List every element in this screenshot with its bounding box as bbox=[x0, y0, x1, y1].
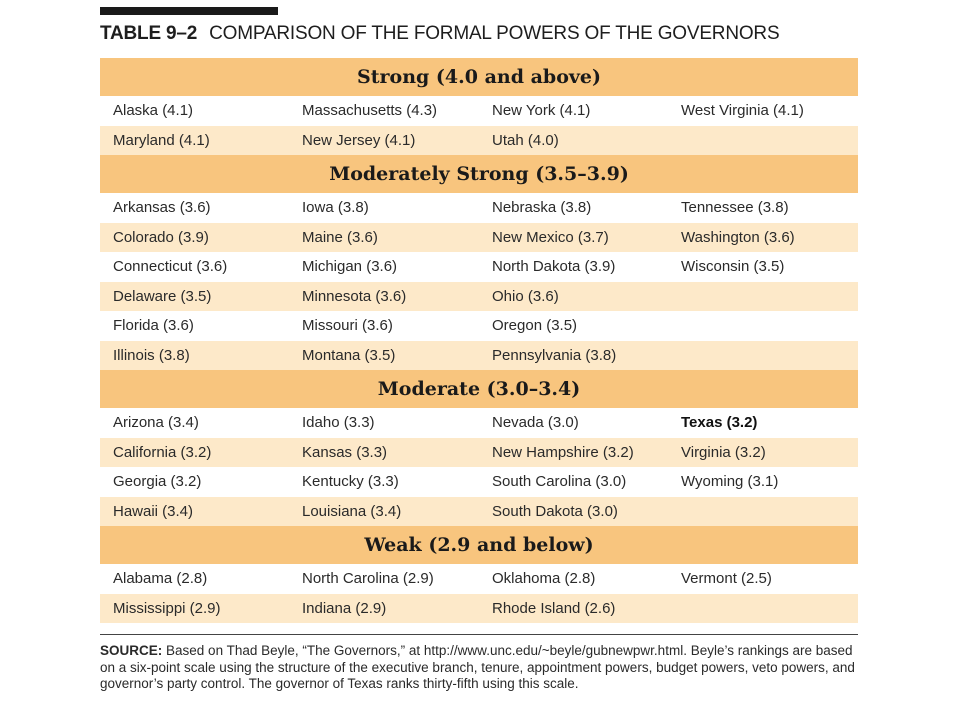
state-cell: Louisiana (3.4) bbox=[302, 502, 402, 520]
state-cell: Arkansas (3.6) bbox=[113, 199, 211, 217]
state-cell: Mississippi (2.9) bbox=[113, 599, 221, 617]
table-row: Delaware (3.5) Minnesota (3.6) Ohio (3.6) bbox=[100, 281, 858, 311]
state-cell: Minnesota (3.6) bbox=[302, 287, 407, 305]
state-cell: Nevada (3.0) bbox=[492, 414, 579, 432]
table-row: Arizona (3.4) Idaho (3.3) Nevada (3.0) Texa… bbox=[100, 408, 858, 438]
state-cell: Montana (3.5) bbox=[302, 346, 396, 364]
state-cell: Rhode Island (2.6) bbox=[492, 599, 616, 617]
table-row: Hawaii (3.4) Louisiana (3.4) South Dakota … bbox=[100, 496, 858, 526]
state-cell: New York (4.1) bbox=[492, 102, 591, 120]
table-row: Arkansas (3.6) Iowa (3.8) Nebraska (3.8) Te… bbox=[100, 193, 858, 223]
state-cell: Georgia (3.2) bbox=[113, 473, 202, 491]
section-header: Strong (4.0 and above) bbox=[100, 58, 858, 96]
state-cell: Texas (3.2) bbox=[681, 414, 758, 432]
state-cell: Washington (3.6) bbox=[681, 228, 795, 246]
table-row: Maryland (4.1) New Jersey (4.1) Utah (4.0) bbox=[100, 125, 858, 155]
table-row: Alabama (2.8) North Carolina (2.9) Oklahom… bbox=[100, 564, 858, 594]
state-cell: Maine (3.6) bbox=[302, 228, 378, 246]
state-cell: Nebraska (3.8) bbox=[492, 199, 592, 217]
table-title: TABLE 9–2 COMPARISON OF THE FORMAL POWERS… bbox=[100, 20, 780, 48]
state-cell: Oregon (3.5) bbox=[492, 317, 578, 335]
table-number: TABLE 9–2 bbox=[100, 23, 198, 44]
state-cell: Connecticut (3.6) bbox=[113, 258, 228, 276]
title-accent-bar bbox=[100, 7, 278, 15]
source-text: Based on Thad Beyle, “The Governors,” at… bbox=[100, 643, 855, 691]
state-cell: Michigan (3.6) bbox=[302, 258, 398, 276]
state-cell: North Carolina (2.9) bbox=[302, 570, 434, 588]
state-cell: Massachusetts (4.3) bbox=[302, 102, 438, 120]
state-cell: South Carolina (3.0) bbox=[492, 473, 627, 491]
state-cell: Florida (3.6) bbox=[113, 317, 194, 335]
section-header: Weak (2.9 and below) bbox=[100, 526, 858, 564]
source-divider bbox=[100, 634, 858, 635]
state-cell: Kentucky (3.3) bbox=[302, 473, 399, 491]
state-cell: Hawaii (3.4) bbox=[113, 502, 194, 520]
state-cell: Delaware (3.5) bbox=[113, 287, 212, 305]
table-row: Alaska (4.1) Massachusetts (4.3) New York … bbox=[100, 96, 858, 126]
table-row: Colorado (3.9) Maine (3.6) New Mexico (3.7… bbox=[100, 222, 858, 252]
state-cell: Kansas (3.3) bbox=[302, 443, 388, 461]
state-cell: Pennsylvania (3.8) bbox=[492, 346, 617, 364]
table-caption: COMPARISON OF THE FORMAL POWERS OF THE G… bbox=[209, 23, 780, 44]
state-cell: South Dakota (3.0) bbox=[492, 502, 618, 520]
table-row: California (3.2) Kansas (3.3) New Hampshir… bbox=[100, 437, 858, 467]
state-cell: Arizona (3.4) bbox=[113, 414, 199, 432]
section-header: Moderately Strong (3.5–3.9) bbox=[100, 155, 858, 193]
table-row: Connecticut (3.6) Michigan (3.6) North Dak… bbox=[100, 252, 858, 282]
state-cell: Alabama (2.8) bbox=[113, 570, 208, 588]
source-label: SOURCE: bbox=[100, 643, 163, 658]
state-cell: Alaska (4.1) bbox=[113, 102, 194, 120]
state-cell: Tennessee (3.8) bbox=[681, 199, 789, 217]
state-cell: Maryland (4.1) bbox=[113, 131, 210, 149]
state-cell: California (3.2) bbox=[113, 443, 212, 461]
table-row: Mississippi (2.9) Indiana (2.9) Rhode Isla… bbox=[100, 593, 858, 623]
state-cell: Wyoming (3.1) bbox=[681, 473, 779, 491]
state-cell: West Virginia (4.1) bbox=[681, 102, 804, 120]
state-cell: Virginia (3.2) bbox=[681, 443, 766, 461]
state-cell: Oklahoma (2.8) bbox=[492, 570, 596, 588]
state-cell: Colorado (3.9) bbox=[113, 228, 209, 246]
state-cell: Indiana (2.9) bbox=[302, 599, 387, 617]
state-cell: Illinois (3.8) bbox=[113, 346, 190, 364]
state-cell: New Hampshire (3.2) bbox=[492, 443, 634, 461]
section-header: Moderate (3.0–3.4) bbox=[100, 370, 858, 408]
state-cell: Ohio (3.6) bbox=[492, 287, 559, 305]
state-cell: Missouri (3.6) bbox=[302, 317, 393, 335]
state-cell: New Jersey (4.1) bbox=[302, 131, 416, 149]
table-row: Illinois (3.8) Montana (3.5) Pennsylvania … bbox=[100, 340, 858, 370]
state-cell: Idaho (3.3) bbox=[302, 414, 375, 432]
state-cell: Wisconsin (3.5) bbox=[681, 258, 785, 276]
state-cell: North Dakota (3.9) bbox=[492, 258, 616, 276]
governors-powers-table: Strong (4.0 and above) Alaska (4.1) Massac… bbox=[100, 58, 858, 623]
state-cell: Utah (4.0) bbox=[492, 131, 559, 149]
table-row: Georgia (3.2) Kentucky (3.3) South Carolin… bbox=[100, 467, 858, 497]
source-note: SOURCE: Based on Thad Beyle, “The Govern… bbox=[100, 643, 858, 693]
state-cell: Vermont (2.5) bbox=[681, 570, 772, 588]
state-cell: Iowa (3.8) bbox=[302, 199, 369, 217]
state-cell: New Mexico (3.7) bbox=[492, 228, 609, 246]
table-row: Florida (3.6) Missouri (3.6) Oregon (3.5) bbox=[100, 311, 858, 341]
